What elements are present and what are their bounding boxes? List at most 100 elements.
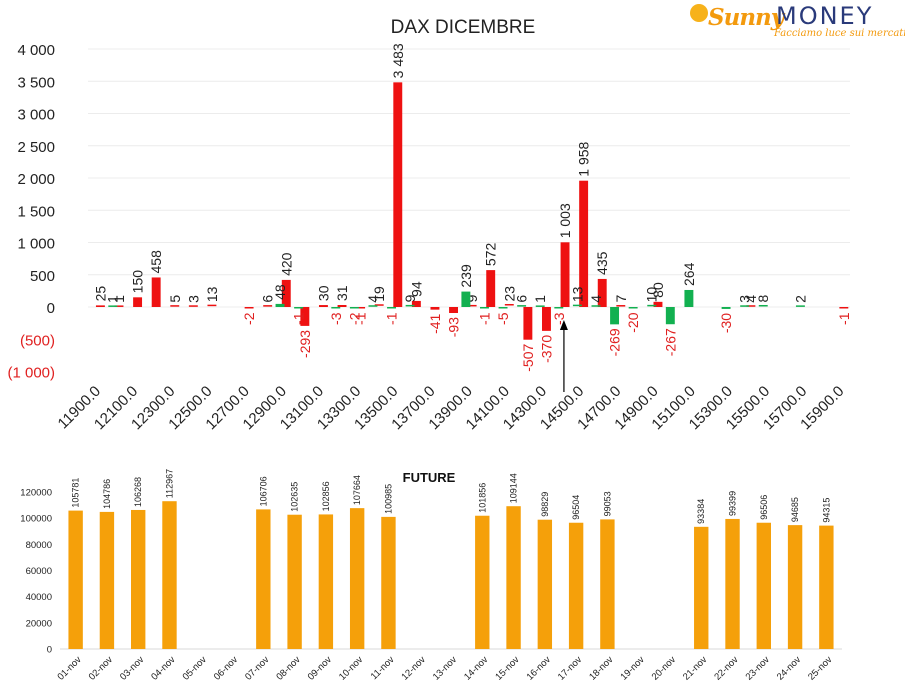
future-bar (349, 508, 365, 649)
data-label: -370 (538, 335, 554, 363)
future-data-label: 99399 (728, 491, 738, 516)
y-tick-label: 1 500 (17, 203, 55, 220)
future-x-tick-label: 12-nov (400, 654, 428, 682)
bar (795, 305, 805, 307)
bar (542, 307, 551, 331)
data-label: -1 (476, 312, 492, 325)
bar (628, 307, 638, 309)
future-bar (787, 525, 803, 649)
data-label: 23 (501, 286, 517, 302)
data-label: 6 (260, 295, 276, 303)
bar (393, 82, 403, 307)
bar (721, 307, 731, 309)
data-label: 3 483 (390, 43, 406, 78)
future-data-label: 93384 (696, 499, 706, 524)
bar (597, 278, 607, 307)
annotation-arrow-head (559, 320, 568, 330)
data-label: 13 (204, 286, 220, 302)
y-tick-label: 500 (30, 268, 55, 285)
bar (281, 279, 291, 307)
logo-brand-sunny: Sunny (708, 4, 784, 31)
future-data-label: 98829 (540, 492, 550, 517)
future-x-tick-label: 16-nov (525, 654, 553, 682)
future-bar (725, 518, 740, 649)
data-label: 6 (514, 295, 530, 303)
bar (461, 291, 471, 307)
y-tick-label: 3 500 (17, 74, 55, 91)
future-x-tick-label: 05-nov (181, 654, 209, 682)
data-label: -20 (625, 312, 641, 332)
future-x-tick-label: 09-nov (306, 654, 334, 682)
data-label: 150 (130, 270, 146, 294)
bar (356, 307, 366, 309)
bar (449, 307, 458, 313)
data-label: 458 (148, 250, 164, 274)
future-y-tick-label: 60000 (26, 566, 52, 577)
future-bar (506, 506, 521, 649)
data-label: 7 (613, 295, 629, 303)
future-bar (99, 511, 115, 649)
data-label: 1 (105, 295, 121, 303)
future-data-label: 112967 (164, 469, 174, 498)
data-label: 94 (408, 281, 424, 297)
data-label: 48 (272, 284, 288, 300)
data-label: -2 (241, 312, 257, 325)
sun-icon (690, 4, 708, 22)
y-tick-label: 2 500 (17, 139, 55, 156)
bar (665, 307, 675, 325)
future-x-tick-label: 24-nov (775, 654, 803, 682)
logo-tagline: Facciamo luce sui mercati (774, 28, 905, 39)
data-label: 10 (644, 287, 660, 303)
bar (294, 307, 304, 309)
bar (170, 305, 180, 307)
y-tick-label: 0 (47, 300, 55, 317)
future-data-label: 109144 (509, 473, 519, 503)
data-label: -41 (427, 313, 443, 333)
future-x-tick-label: 10-nov (337, 654, 365, 682)
bar (560, 242, 570, 307)
data-label: -1 (384, 312, 400, 325)
future-data-label: 104786 (102, 479, 112, 509)
y-tick-label: 2 000 (17, 171, 55, 188)
future-bar (318, 514, 334, 649)
y-tick-label: (1 000) (7, 365, 55, 382)
data-label: 8 (755, 294, 771, 302)
future-y-tick-label: 100000 (20, 514, 52, 525)
data-label: -267 (662, 328, 678, 356)
bar (244, 307, 254, 309)
future-x-tick-label: 14-nov (462, 654, 490, 682)
data-label: 572 (483, 243, 499, 267)
data-label: 19 (371, 286, 387, 302)
bar (504, 304, 514, 306)
future-data-label: 94315 (821, 498, 831, 523)
bar (114, 305, 124, 307)
data-label: 1 (532, 295, 548, 303)
bar (684, 289, 694, 307)
bar (207, 304, 217, 307)
bar (839, 307, 849, 309)
future-data-label: 102635 (290, 482, 300, 512)
future-y-tick-label: 120000 (20, 488, 52, 499)
future-x-tick-label: 06-nov (212, 654, 240, 682)
data-label: 3 (737, 295, 753, 303)
future-bar (819, 525, 834, 649)
data-label: -3 (551, 312, 567, 325)
bar (337, 305, 347, 307)
bar (579, 180, 589, 307)
future-data-label: 101856 (477, 483, 487, 513)
data-label: 30 (315, 285, 331, 301)
data-label: 5 (167, 295, 183, 303)
bar (133, 297, 143, 307)
data-label: 2 (792, 295, 808, 303)
bar (480, 307, 489, 309)
future-x-tick-label: 17-nov (556, 654, 584, 682)
bar (411, 300, 421, 307)
future-x-tick-label: 21-nov (681, 654, 709, 682)
bar (318, 305, 328, 307)
future-bar (600, 519, 615, 649)
bar (95, 305, 105, 307)
data-label: 80 (650, 282, 666, 298)
data-label: 4 (743, 295, 759, 303)
future-bar (68, 510, 83, 649)
dax-open-interest-chart: DAX DICEMBRE 4 000 3 500 3 000 2 500 2 000 1 5… (7, 17, 851, 433)
